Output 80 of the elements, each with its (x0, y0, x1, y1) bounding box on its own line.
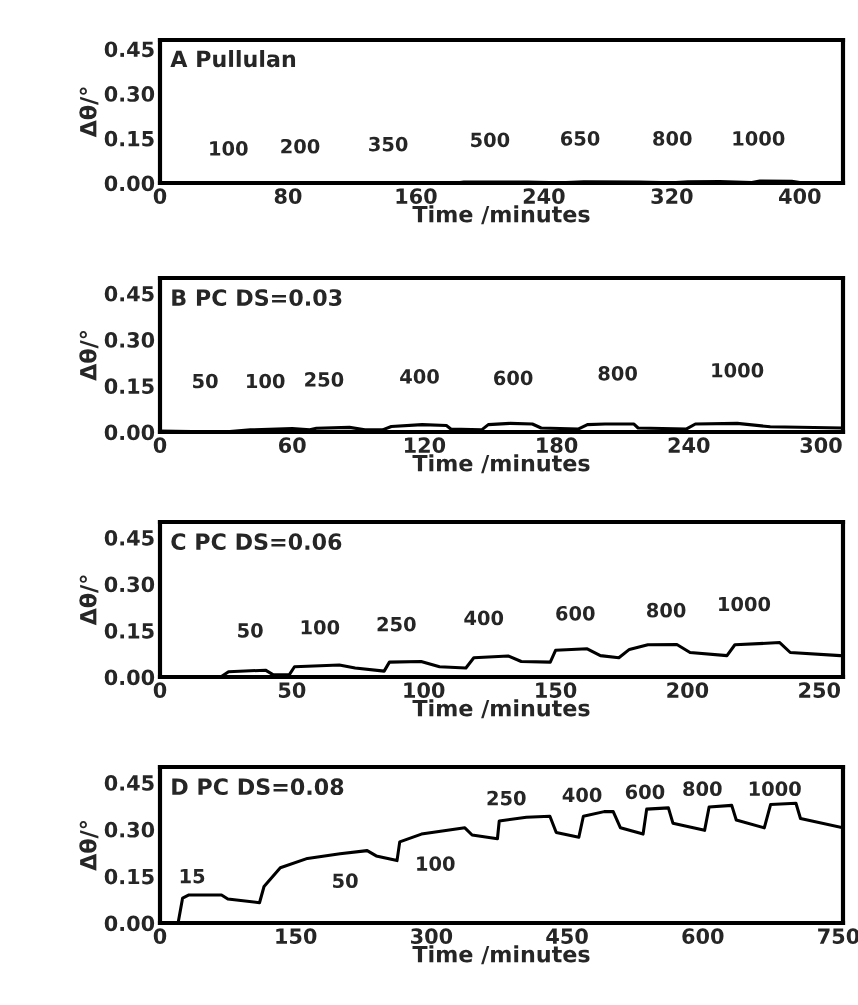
x-axis-title: Time /minutes (412, 454, 590, 474)
x-tick-label: 0 (153, 188, 167, 204)
annotation: 800 (598, 365, 637, 381)
annotation: 600 (556, 605, 595, 621)
y-tick-label: 0.15 (104, 130, 154, 147)
y-tick-label: 0.45 (104, 775, 154, 791)
chart-title: D PC DS=0.08 (172, 778, 344, 796)
annotation: 600 (625, 784, 665, 800)
annotation: 100 (301, 619, 340, 635)
annotation: 50 (238, 622, 263, 638)
annotation: 600 (494, 370, 533, 386)
y-tick-label: 0.30 (104, 86, 155, 102)
y-tick-label: 0.15 (104, 622, 154, 639)
x-tick-label: 400 (779, 188, 821, 204)
x-tick-label: 0 (153, 682, 167, 698)
y-tick-label: 0.45 (104, 529, 154, 546)
y-tick-label: 0.15 (104, 868, 154, 885)
x-tick-label: 100 (404, 682, 445, 698)
annotation: 400 (464, 610, 504, 626)
y-tick-label: 0.30 (104, 821, 155, 838)
x-tick-label: 240 (523, 188, 565, 204)
x-tick-label: 120 (404, 437, 446, 453)
y-axis-title: Δθ/° (79, 575, 99, 626)
chart-title: B PC DS=0.03 (172, 289, 342, 306)
x-tick-label: 600 (682, 928, 724, 944)
annotation: 100 (247, 373, 285, 389)
x-tick-label: 160 (396, 188, 437, 204)
annotation: 50 (333, 873, 358, 889)
y-tick-label: 0.30 (104, 332, 155, 348)
x-tick-label: 50 (278, 682, 306, 698)
annotation: 15 (180, 868, 205, 884)
annotation: 200 (281, 138, 320, 154)
annotation: 800 (647, 602, 686, 618)
y-tick-label: 0.45 (104, 41, 154, 58)
x-tick-label: 180 (537, 437, 578, 453)
y-tick-label: 0.00 (104, 669, 155, 686)
x-tick-label: 150 (276, 928, 317, 944)
annotation: 50 (193, 373, 218, 389)
annotation: 100 (210, 141, 248, 156)
x-tick-label: 0 (153, 437, 167, 453)
x-tick-label: 300 (411, 928, 453, 944)
annotation: 800 (653, 131, 692, 146)
y-tick-label: 0.15 (104, 378, 154, 395)
x-axis-title: Time /minutes (412, 945, 590, 965)
y-tick-label: 0.00 (104, 175, 155, 192)
annotation: 400 (562, 787, 602, 803)
annotation: 1000 (712, 362, 764, 378)
annotation: 1000 (749, 781, 801, 797)
x-tick-label: 240 (668, 437, 710, 453)
annotation: 250 (487, 790, 526, 806)
x-tick-label: 450 (546, 928, 588, 944)
annotation: 100 (417, 856, 455, 871)
annotation: 250 (305, 372, 344, 387)
x-tick-label: 200 (667, 682, 709, 698)
chart-title: A Pullulan (170, 50, 296, 68)
x-tick-label: 80 (274, 188, 302, 204)
x-axis-title: Time /minutes (412, 205, 590, 225)
y-axis-title: Δθ/° (79, 821, 99, 871)
y-axis-title: Δθ/° (79, 87, 99, 138)
annotation: 1000 (733, 131, 785, 146)
x-tick-label: 60 (278, 437, 306, 453)
y-tick-label: 0.30 (104, 576, 155, 593)
x-tick-label: 300 (800, 437, 842, 453)
annotation: 350 (369, 136, 408, 152)
y-tick-label: 0.45 (104, 285, 154, 302)
x-tick-label: 250 (799, 682, 841, 698)
chart-title: C PC DS=0.06 (171, 533, 342, 551)
x-tick-label: 150 (536, 682, 577, 698)
y-tick-label: 0.00 (104, 915, 155, 932)
y-tick-label: 0.00 (104, 424, 155, 441)
annotation: 500 (471, 132, 510, 148)
x-axis-title: Time /minutes (412, 699, 590, 719)
x-tick-label: 320 (651, 188, 693, 204)
y-axis-title: Δθ/° (79, 331, 99, 381)
annotation: 400 (400, 369, 439, 384)
annotation: 650 (560, 131, 600, 146)
annotation: 800 (683, 781, 722, 797)
annotation: 250 (377, 616, 416, 632)
x-tick-label: 0 (153, 928, 167, 944)
annotation: 1000 (719, 596, 771, 612)
